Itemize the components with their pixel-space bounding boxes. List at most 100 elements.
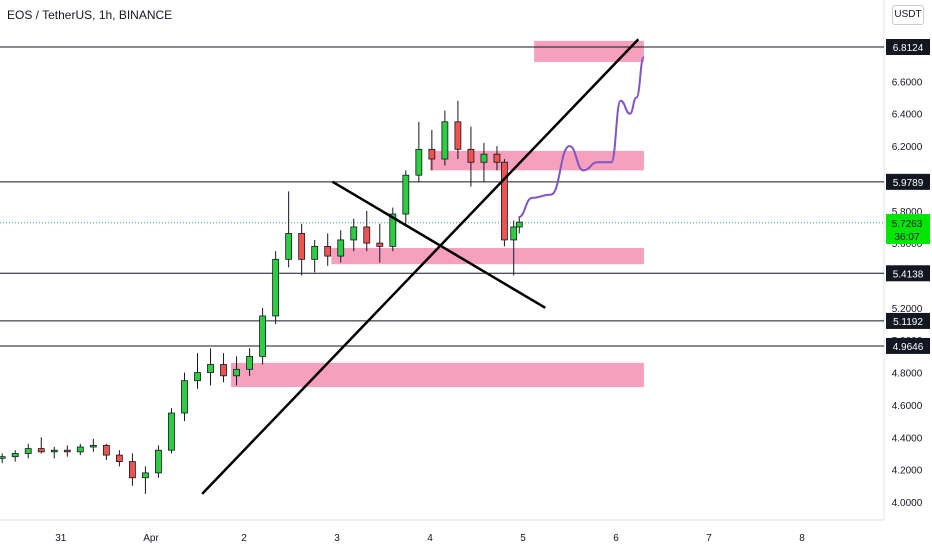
candle-body <box>89 444 97 448</box>
candle-body <box>246 355 253 370</box>
candle-27 <box>337 230 345 263</box>
candle-body <box>376 242 384 247</box>
level-price-tag-4: 5.1192 <box>886 312 930 329</box>
trendlines-layer <box>201 38 645 495</box>
candle-38 <box>480 142 488 182</box>
candle-40 <box>500 159 508 247</box>
candle-body <box>350 226 358 241</box>
candle-body <box>402 174 410 215</box>
level-price-tag-bg <box>886 337 930 354</box>
level-price-tag-label: 5.9789 <box>893 178 924 189</box>
candle-body <box>76 446 84 453</box>
level-price-tag-bg <box>886 265 930 282</box>
candle-16 <box>194 353 201 389</box>
candle-body <box>441 121 449 160</box>
currency-button[interactable]: USDT <box>892 5 924 25</box>
current-price-tag: 5.7263 36:07 <box>886 214 930 244</box>
candle-body <box>194 372 201 382</box>
candle-body <box>115 454 123 462</box>
trendline-1 <box>201 38 640 495</box>
x-tick-label-3: 2 <box>241 533 247 544</box>
candle-26 <box>324 233 332 266</box>
level-price-tag-label: 5.1192 <box>893 317 923 328</box>
candle-body <box>102 444 110 456</box>
y-tick-label-8: 4.8000 <box>892 369 923 380</box>
y-tick-label-2: 6.4000 <box>892 110 923 121</box>
y-tick-label-11: 4.2000 <box>892 466 923 477</box>
current-price-value: 5.7263 <box>892 219 923 230</box>
level-price-tag-label: 5.4138 <box>893 269 924 280</box>
zone-rect-4 <box>230 362 644 388</box>
candle-body <box>63 449 71 453</box>
candle-19 <box>233 356 240 386</box>
bar-countdown: 36:07 <box>894 232 919 243</box>
candle-36 <box>454 100 462 160</box>
candle-32 <box>402 170 410 224</box>
candle-body <box>415 148 423 176</box>
y-tick-label-1: 6.6000 <box>892 77 923 88</box>
candle-4 <box>37 437 45 454</box>
y-tick-label-4: 5.8000 <box>892 207 923 218</box>
candle-3 <box>24 443 32 459</box>
levels-layer <box>0 46 884 347</box>
candle-body <box>337 239 345 257</box>
candle-body <box>285 233 293 260</box>
symbol-title: EOS / TetherUS, 1h, BINANCE <box>7 8 173 22</box>
y-tick-label-12: 4.0000 <box>892 498 923 509</box>
candle-body <box>168 412 175 451</box>
level-price-tag-bg <box>886 39 930 55</box>
candle-28 <box>350 218 358 252</box>
level-price-tag-3: 5.4138 <box>886 265 930 282</box>
level-price-tag-bg <box>886 173 930 190</box>
candle-30 <box>376 223 384 263</box>
level-price-tag-label: 4.9646 <box>893 342 924 353</box>
x-tick-label-7: 6 <box>613 533 619 544</box>
candle-body <box>181 380 188 414</box>
candle-22 <box>272 251 280 325</box>
candle-body <box>155 449 162 474</box>
candles-layer <box>0 100 523 494</box>
zone-rect-3 <box>331 247 644 265</box>
candle-14 <box>168 408 175 454</box>
candle-body <box>0 456 6 459</box>
candle-20 <box>246 348 253 376</box>
y-tick-label-10: 4.4000 <box>892 433 923 444</box>
x-tick-label-4: 3 <box>334 533 340 544</box>
candle-34 <box>428 129 436 171</box>
candle-body <box>11 453 19 458</box>
candle-10 <box>115 450 123 467</box>
x-tick-label-9: 8 <box>799 533 805 544</box>
candle-body <box>454 121 462 150</box>
candle-body <box>50 449 58 453</box>
candle-13 <box>155 445 162 478</box>
y-axis-ticks: 6.60006.40006.20005.80005.60005.20005.00… <box>892 77 923 509</box>
level-price-tag-1: 6.8124 <box>886 39 930 55</box>
candle-body <box>389 213 397 247</box>
candle-41 <box>510 220 518 276</box>
candle-body <box>324 245 332 257</box>
candle-33 <box>415 121 423 182</box>
current-price-tag-bg <box>886 214 930 244</box>
candle-body <box>128 461 136 479</box>
candle-6 <box>63 445 71 457</box>
y-tick-label-3: 6.2000 <box>892 142 923 153</box>
zones-layer <box>230 40 644 388</box>
projection-path <box>518 56 645 219</box>
candle-body <box>37 448 45 453</box>
candle-18 <box>220 353 227 383</box>
candle-body <box>220 364 227 377</box>
price-tags-layer: 6.8124 5.9789 5.4138 5.1192 4.9646 <box>886 39 930 354</box>
candle-15 <box>181 372 188 422</box>
candle-25 <box>311 239 319 273</box>
candle-42 <box>515 217 523 234</box>
candle-body <box>428 148 436 160</box>
x-tick-label-2: Apr <box>143 533 159 544</box>
level-price-tag-2: 5.9789 <box>886 173 930 190</box>
y-tick-label-6: 5.2000 <box>892 304 923 315</box>
candle-body <box>311 245 319 260</box>
candle-37 <box>467 126 475 187</box>
candle-body <box>298 233 306 260</box>
level-price-tag-bg <box>886 312 930 329</box>
candle-body <box>493 153 501 163</box>
